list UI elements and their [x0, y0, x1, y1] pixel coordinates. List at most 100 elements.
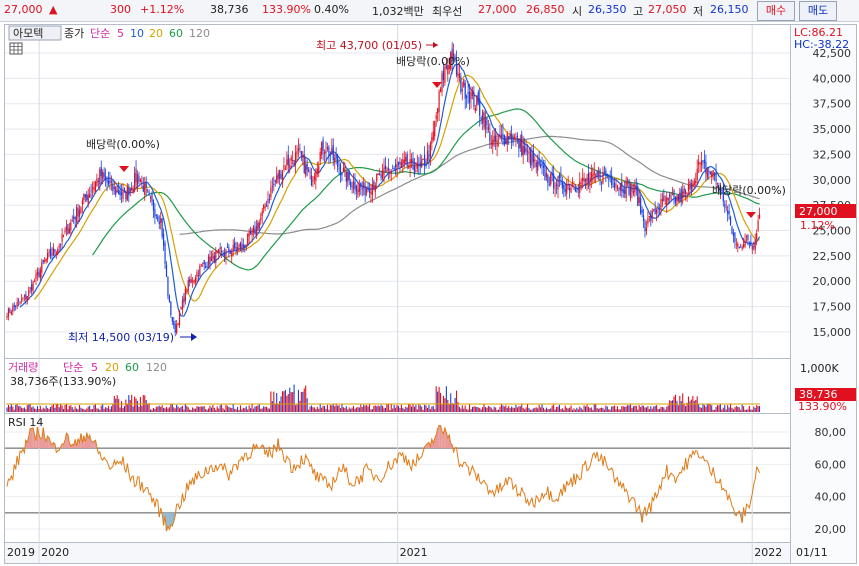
- price-candle: [158, 221, 160, 225]
- price-candle: [173, 321, 175, 325]
- price-candle: [110, 181, 112, 183]
- price-candle: [377, 173, 379, 175]
- price-candle: [384, 165, 387, 169]
- volume-bar: [255, 406, 257, 412]
- price-candle: [176, 324, 178, 333]
- volume-bar: [184, 404, 186, 412]
- volume-bar: [103, 408, 105, 412]
- price-candle: [487, 126, 489, 130]
- price-candle: [281, 171, 284, 183]
- price-candle: [60, 243, 62, 245]
- price-candle: [506, 133, 508, 145]
- price-candle: [493, 135, 495, 142]
- price-candle: [270, 187, 272, 198]
- price-candle: [263, 204, 265, 209]
- sell-button[interactable]: 매도: [799, 1, 837, 21]
- volume-bar: [553, 404, 555, 412]
- price-candle: [334, 158, 336, 162]
- price-change-percent: +1.12%: [140, 3, 185, 16]
- price-candle: [350, 181, 352, 187]
- price-candle: [538, 158, 540, 165]
- price-tick-label: 17,500: [813, 301, 852, 314]
- volume-bar: [399, 407, 401, 412]
- volume-bar: [397, 405, 400, 412]
- price-candle: [524, 146, 526, 153]
- volume-bar: [727, 404, 729, 412]
- price-candle: [235, 247, 237, 251]
- price-candle: [479, 98, 481, 116]
- volume-bar: [541, 404, 543, 412]
- volume-bar: [670, 400, 672, 412]
- volume-bar: [748, 405, 750, 412]
- volume-bar: [96, 408, 98, 412]
- price-candle: [744, 239, 746, 247]
- volume-bar: [142, 394, 144, 412]
- price-candle: [157, 216, 159, 221]
- price-candle: [412, 157, 414, 170]
- price-candle: [563, 184, 565, 190]
- price-candle: [361, 188, 363, 190]
- legend-ma60: 60: [169, 27, 183, 40]
- volume-bar: [482, 407, 484, 412]
- price-candle: [287, 155, 289, 166]
- volume-bar: [49, 406, 52, 412]
- volume-bar: [32, 406, 34, 412]
- price-candle: [408, 165, 410, 168]
- price-candle: [544, 163, 546, 180]
- up-arrow-icon: ▲: [49, 3, 58, 16]
- price-candle: [168, 296, 170, 302]
- grid-toggle-icon[interactable]: [9, 42, 23, 55]
- price-candle: [579, 181, 581, 193]
- volume-bar: [337, 405, 339, 412]
- volume-bar: [228, 406, 230, 412]
- volume-bar: [564, 405, 566, 412]
- price-candle: [225, 249, 227, 259]
- volume-bar: [223, 409, 226, 412]
- volume-bar: [447, 399, 449, 412]
- price-candle: [584, 178, 587, 182]
- price-candle: [239, 243, 242, 249]
- volume-bar: [451, 403, 453, 412]
- volume-bar: [89, 405, 91, 412]
- price-candle: [231, 251, 233, 257]
- volume-bar: [147, 403, 149, 412]
- volume-bar: [270, 391, 272, 412]
- volume-bar: [325, 408, 327, 412]
- price-candle: [727, 210, 729, 214]
- price-candle: [229, 251, 231, 254]
- volume-bar: [152, 407, 154, 412]
- price-candle: [209, 256, 211, 265]
- price-candle: [319, 152, 321, 162]
- volume-bar: [176, 404, 178, 412]
- volume-bar: [525, 407, 527, 412]
- volume-bar: [424, 404, 426, 412]
- price-candle: [374, 185, 376, 192]
- volume-bar: [78, 405, 81, 412]
- buy-button[interactable]: 매수: [757, 1, 795, 21]
- volume-bar: [216, 406, 218, 412]
- volume-bar: [524, 409, 526, 412]
- volume-bar: [464, 405, 466, 412]
- price-candle: [247, 234, 249, 246]
- price-candle: [261, 210, 263, 217]
- price-candle: [294, 152, 297, 165]
- volume-bar: [734, 407, 736, 412]
- volume-bar: [165, 406, 168, 412]
- price-candle: [703, 159, 706, 163]
- price-candle: [147, 190, 149, 192]
- price-candle: [190, 278, 192, 284]
- stock-name: 아모텍: [13, 27, 43, 40]
- volume-bar: [382, 405, 384, 412]
- price-candle: [734, 232, 736, 242]
- price-candle: [308, 169, 310, 172]
- price-candle: [226, 247, 228, 248]
- price-candle: [428, 154, 430, 160]
- volume-bar: [181, 405, 183, 412]
- volume-bar: [538, 404, 540, 412]
- volume-bar: [548, 409, 550, 412]
- volume-bar: [367, 406, 369, 412]
- volume-bar: [505, 405, 507, 412]
- price-candle: [416, 162, 418, 169]
- price-candle: [564, 189, 566, 192]
- stock-name-box[interactable]: [8, 25, 62, 41]
